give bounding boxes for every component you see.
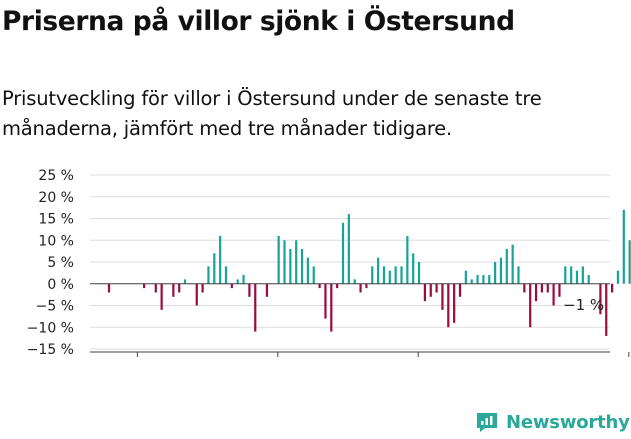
data-bar (534, 283, 538, 302)
y-tick-label: 25 % (38, 168, 74, 184)
y-tick-label: 0 % (47, 277, 74, 293)
data-bar (441, 283, 444, 310)
data-bar (552, 283, 555, 306)
data-bar (517, 266, 520, 284)
data-bar (143, 283, 146, 289)
data-bar (219, 235, 222, 284)
data-bar (464, 270, 467, 284)
data-bar (365, 283, 368, 289)
data-bar (453, 283, 456, 323)
y-tick-label: 20 % (38, 190, 74, 206)
data-bar (394, 266, 397, 284)
data-bar (283, 240, 286, 284)
data-bar (201, 283, 204, 293)
data-bar (470, 279, 473, 284)
data-bar (605, 283, 608, 336)
data-bar (429, 283, 432, 297)
data-bar (172, 283, 175, 297)
y-tick-label: 15 % (38, 212, 74, 228)
data-bar (611, 283, 614, 293)
data-bar (382, 266, 386, 284)
data-bar (388, 270, 391, 284)
newsworthy-logo: Newsworthy (475, 407, 630, 437)
data-bar (347, 214, 350, 284)
data-bar (476, 275, 479, 284)
data-bar (195, 283, 198, 306)
y-tick-label: 10 % (38, 233, 74, 249)
y-tick-label: 5 % (47, 255, 74, 271)
data-bar (277, 235, 280, 284)
y-tick-label: −5 % (36, 299, 74, 315)
data-bar (359, 283, 362, 293)
data-bar (254, 283, 257, 332)
data-bar (523, 283, 526, 293)
data-bar (295, 240, 298, 284)
data-bar (482, 275, 485, 284)
data-bar (353, 279, 356, 284)
data-bar (183, 279, 187, 284)
data-bar (546, 283, 549, 293)
data-bar (248, 283, 251, 297)
data-bar (324, 283, 327, 319)
data-bar (435, 283, 438, 293)
y-tick-label: −10 % (27, 320, 74, 336)
data-bar (505, 248, 508, 284)
data-bar (371, 266, 374, 284)
data-bar (236, 279, 239, 284)
data-bar (616, 270, 620, 284)
data-bar (540, 283, 543, 293)
data-bar (330, 283, 333, 332)
data-bar (628, 240, 631, 284)
data-bar (154, 283, 157, 293)
y-tick-label: −15 % (27, 342, 74, 358)
data-bar (341, 222, 345, 284)
data-bar (213, 253, 216, 284)
data-bar (242, 275, 245, 284)
data-bar (599, 283, 602, 315)
data-bar (336, 283, 339, 289)
newsworthy-logo-icon (477, 413, 497, 432)
chart-subtitle: Prisutveckling för villor i Östersund un… (2, 87, 542, 140)
data-bar (587, 275, 590, 284)
data-bar (306, 257, 309, 284)
data-bar (178, 283, 181, 293)
data-bar (207, 266, 210, 284)
brand-name: Newsworthy (506, 411, 630, 433)
data-bar (265, 283, 269, 297)
bar-chart: 25 %20 %15 %10 %5 %0 %−5 %−10 %−15 %2012… (27, 168, 631, 358)
data-bar (400, 266, 403, 284)
data-bar (312, 266, 315, 284)
data-bar (581, 266, 584, 284)
data-bar (300, 248, 304, 284)
data-bar (558, 283, 561, 297)
data-bar (511, 244, 514, 284)
data-bar (575, 270, 579, 284)
data-bar (412, 253, 415, 284)
data-bar (406, 235, 409, 284)
data-bar (564, 266, 567, 284)
data-bar (423, 283, 426, 302)
chart-title: Priserna på villor sjönk i Östersund (2, 6, 515, 37)
data-bar (377, 257, 380, 284)
data-bar (494, 262, 497, 284)
last-value-label: −1 % (563, 296, 604, 314)
data-bar (499, 257, 503, 284)
data-bar (447, 283, 450, 328)
data-bar (230, 283, 233, 289)
data-bar (622, 209, 625, 284)
data-bar (107, 283, 111, 293)
data-bar (488, 275, 491, 284)
data-bar (224, 266, 228, 284)
data-bar (417, 262, 421, 284)
data-bar (318, 283, 321, 289)
data-bar (289, 248, 292, 284)
data-bar (570, 266, 573, 284)
data-bar (458, 283, 462, 297)
data-bar (529, 283, 532, 328)
data-bar (160, 283, 163, 310)
